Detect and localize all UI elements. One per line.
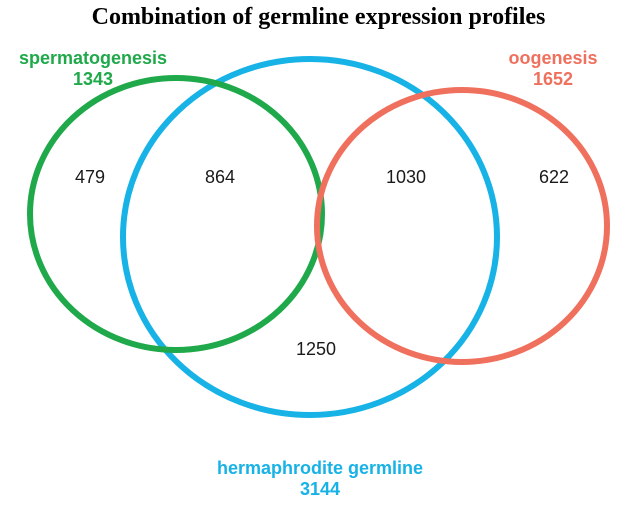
count-spermatogenesis-hermaphrodite: 864 (204, 167, 236, 187)
circle-hermaphrodite-germline (120, 56, 500, 418)
label-hermaphrodite-name: hermaphrodite germline (216, 458, 424, 478)
count-oogenesis-hermaphrodite: 1030 (385, 167, 427, 187)
label-spermatogenesis: spermatogenesis 1343 (0, 48, 186, 90)
label-oogenesis-total: 1652 (532, 69, 574, 89)
count-spermatogenesis-only: 479 (74, 167, 106, 187)
label-hermaphrodite-total: 3144 (299, 479, 341, 499)
label-hermaphrodite-germline: hermaphrodite germline 3144 (160, 458, 480, 500)
label-oogenesis: oogenesis 1652 (478, 48, 628, 90)
count-hermaphrodite-only: 1250 (295, 339, 337, 359)
label-spermatogenesis-name: spermatogenesis (18, 48, 168, 68)
circle-oogenesis (314, 87, 610, 365)
count-oogenesis-only: 622 (538, 167, 570, 187)
label-oogenesis-name: oogenesis (508, 48, 598, 68)
diagram-title: Combination of germline expression profi… (91, 4, 546, 30)
label-spermatogenesis-total: 1343 (72, 69, 114, 89)
circle-spermatogenesis (27, 75, 325, 353)
